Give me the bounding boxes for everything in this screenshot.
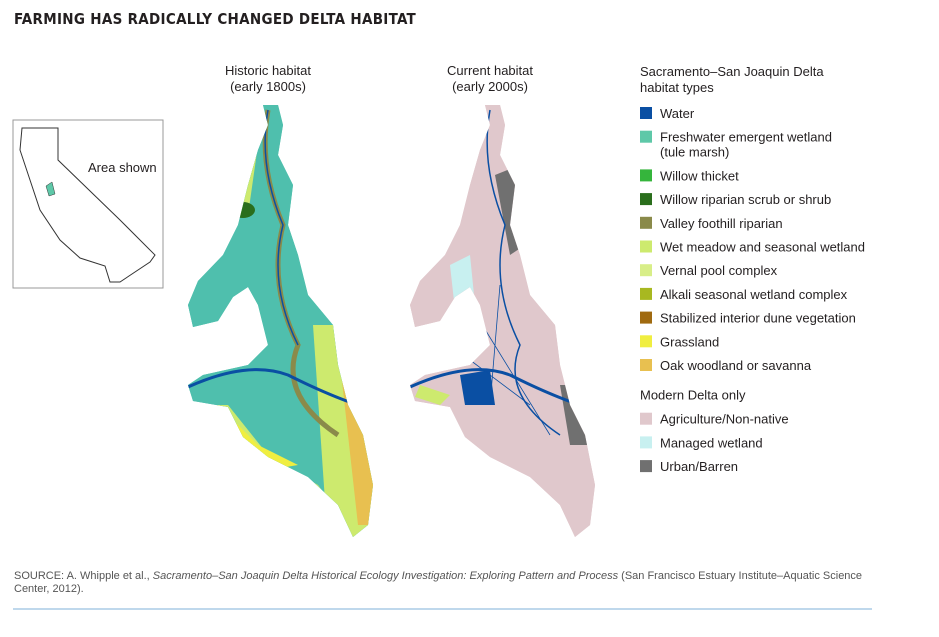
legend-swatch <box>640 193 652 206</box>
legend-label: Grassland <box>660 334 719 349</box>
current-map <box>410 105 595 537</box>
legend-label: Vernal pool complex <box>660 263 778 278</box>
legend-swatch <box>640 359 652 371</box>
legend-label: Wet meadow and seasonal wetland <box>660 240 865 255</box>
legend-swatch <box>640 130 652 143</box>
legend-title: Sacramento–San Joaquin Delta <box>640 64 824 79</box>
legend-label: Willow thicket <box>660 168 739 183</box>
source-title: Sacramento–San Joaquin Delta Historical … <box>152 570 619 582</box>
map-title: (early 1800s) <box>230 79 306 94</box>
legend-label: Alkali seasonal wetland complex <box>660 287 848 302</box>
legend-swatch <box>640 240 652 253</box>
inset-label: Area shown <box>88 160 157 175</box>
source-text: (San Francisco Estuary Institute–Aquatic… <box>14 570 863 595</box>
historic-map <box>188 105 373 537</box>
map-title: Historic habitat <box>225 63 311 78</box>
legend-swatch <box>640 436 652 449</box>
legend-label: Agriculture/Non-native <box>660 412 789 427</box>
legend-label: Urban/Barren <box>660 459 738 474</box>
legend-title: habitat types <box>640 80 714 95</box>
map-title: Current habitat <box>447 63 533 78</box>
title: FARMING HAS RADICALLY CHANGED DELTA HABI… <box>14 10 417 28</box>
legend-subtitle: Modern Delta only <box>640 388 746 403</box>
california-outline <box>19 127 156 283</box>
legend-swatch <box>640 107 652 119</box>
legend-label: Managed wetland <box>660 435 763 450</box>
legend-label: Willow riparian scrub or shrub <box>660 192 831 207</box>
source-note: SOURCE: A. Whipple et al., Sacramento–Sa… <box>14 570 874 596</box>
legend-swatch <box>640 169 652 182</box>
legend-swatch <box>640 460 652 473</box>
legend-label: Oak woodland or savanna <box>660 358 812 373</box>
legend-swatch <box>640 335 652 348</box>
legend-swatch <box>640 264 652 277</box>
delta-location <box>45 181 56 197</box>
legend-label: Valley foothill riparian <box>660 216 783 231</box>
source-text: SOURCE: A. Whipple et al., <box>14 570 153 582</box>
map-title: (early 2000s) <box>452 79 528 94</box>
legend-label: Stabilized interior dune vegetation <box>660 311 856 326</box>
legend-swatch <box>640 412 652 425</box>
legend-swatch <box>640 287 652 300</box>
legend-label: (tule marsh) <box>660 145 729 160</box>
legend-swatch <box>640 311 652 324</box>
legend-label: Water <box>660 106 695 121</box>
legend-label: Freshwater emergent wetland <box>660 130 832 145</box>
legend-swatch <box>640 216 652 229</box>
